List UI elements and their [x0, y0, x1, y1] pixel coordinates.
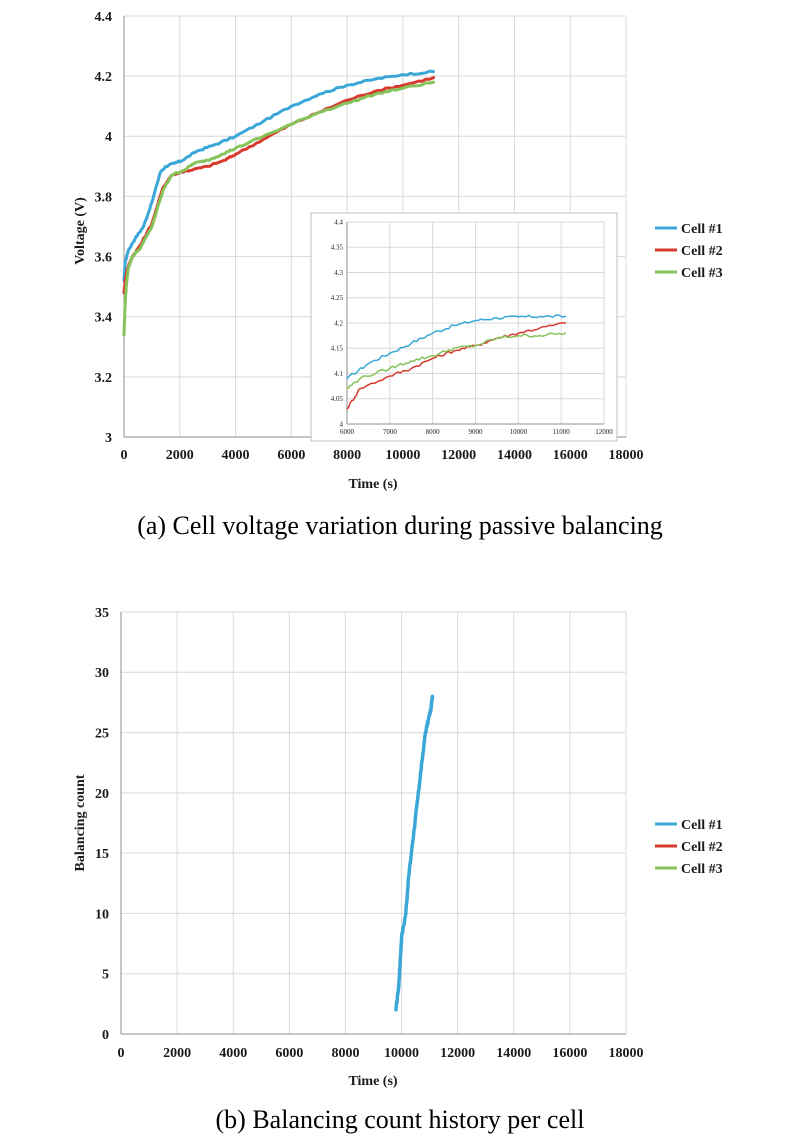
- voltage-y-tick-labels: 3 3.2 3.4 3.6 3.8 4 4.2 4.4: [95, 10, 113, 446]
- legend-label-cell-1: Cell #1: [681, 818, 723, 833]
- count-gridlines: [120, 611, 627, 1035]
- y-tick-label: 4.35: [331, 244, 344, 252]
- voltage-inset-chart: 6000 7000 8000 9000 10000 11000 12000 4 4.05 4.1…: [310, 212, 618, 442]
- y-tick-label: 30: [95, 666, 109, 681]
- count-y-label: Balancing count: [73, 774, 88, 871]
- y-tick-label: 4.4: [334, 218, 343, 226]
- x-tick-label: 9000: [469, 428, 484, 436]
- inset-line-cell-1: [346, 314, 567, 380]
- legend-label-cell-2: Cell #2: [681, 840, 723, 855]
- x-tick-label: 18000: [609, 448, 644, 463]
- balancing-count-chart: 0 2000 4000 6000 8000 10000 12000 14000 16000 180…: [73, 606, 723, 1134]
- y-tick-label: 4.2: [334, 319, 343, 327]
- y-tick-label: 20: [95, 787, 109, 802]
- x-tick-label: 7000: [383, 428, 398, 436]
- count-caption: (b) Balancing count history per cell: [216, 1105, 585, 1134]
- count-x-tick-labels: 0 2000 4000 6000 8000 10000 12000 14000 16000 180…: [118, 1046, 644, 1061]
- y-tick-label: 4: [105, 130, 112, 145]
- legend-label-cell-1: Cell #1: [681, 222, 723, 237]
- x-tick-label: 11000: [553, 428, 571, 436]
- x-tick-label: 12000: [440, 1046, 475, 1061]
- y-tick-label: 4.15: [331, 345, 344, 353]
- count-y-tick-labels: 0 5 10 15 20 25 30 35: [95, 606, 109, 1043]
- voltage-series: [122, 69, 436, 337]
- inset-x-tick-labels: 6000 7000 8000 9000 10000 11000 12000: [340, 428, 613, 436]
- x-tick-label: 8000: [331, 1046, 359, 1061]
- x-tick-label: 16000: [552, 1046, 587, 1061]
- y-tick-label: 3.6: [95, 250, 113, 265]
- legend-label-cell-3: Cell #3: [681, 266, 723, 281]
- y-tick-label: 4.25: [331, 294, 344, 302]
- y-tick-label: 4.2: [95, 70, 113, 85]
- x-tick-label: 0: [121, 448, 128, 463]
- y-tick-label: 4.05: [331, 395, 344, 403]
- y-tick-label: 4.4: [95, 10, 113, 25]
- x-tick-label: 14000: [497, 448, 532, 463]
- x-tick-label: 6000: [340, 428, 355, 436]
- x-tick-label: 8000: [333, 448, 361, 463]
- inset-line-cell-2: [346, 322, 567, 410]
- voltage-caption: (a) Cell voltage variation during passiv…: [137, 511, 663, 540]
- voltage-line-cell-3: [122, 80, 436, 337]
- inset-frame: [310, 212, 618, 442]
- count-x-label: Time (s): [348, 1074, 397, 1089]
- voltage-y-label: Voltage (V): [73, 197, 88, 265]
- y-tick-label: 3: [105, 431, 112, 446]
- x-tick-label: 10000: [385, 448, 420, 463]
- y-tick-label: 5: [102, 968, 109, 983]
- inset-series: [346, 314, 567, 410]
- inset-y-tick-labels: 4 4.05 4.1 4.15 4.2 4.25 4.3 4.35 4.4: [331, 218, 344, 428]
- y-tick-label: 4.3: [334, 269, 343, 277]
- x-tick-label: 4000: [222, 448, 250, 463]
- x-tick-label: 6000: [275, 1046, 303, 1061]
- voltage-legend: Cell #1 Cell #2 Cell #3: [655, 222, 723, 281]
- y-tick-label: 3.4: [95, 311, 113, 326]
- legend-label-cell-3: Cell #3: [681, 862, 723, 877]
- x-tick-label: 10000: [510, 428, 528, 436]
- voltage-x-tick-labels: 0 2000 4000 6000 8000 10000 12000 14000 16000 180…: [121, 448, 644, 463]
- x-tick-label: 16000: [553, 448, 588, 463]
- x-tick-label: 12000: [595, 428, 613, 436]
- y-tick-label: 3.2: [95, 371, 113, 386]
- legend-label-cell-2: Cell #2: [681, 244, 723, 259]
- count-line-cell-1: [394, 694, 435, 1012]
- x-tick-label: 6000: [277, 448, 305, 463]
- y-tick-label: 4: [340, 420, 344, 428]
- x-tick-label: 2000: [166, 448, 194, 463]
- inset-line-cell-3: [346, 332, 567, 390]
- x-tick-label: 14000: [496, 1046, 531, 1061]
- voltage-x-label: Time (s): [348, 477, 397, 492]
- x-tick-label: 12000: [441, 448, 476, 463]
- count-series: [394, 694, 435, 1012]
- y-tick-label: 10: [95, 907, 109, 922]
- x-tick-label: 4000: [219, 1046, 247, 1061]
- y-tick-label: 0: [102, 1028, 109, 1043]
- voltage-line-cell-1: [122, 69, 436, 283]
- x-tick-label: 0: [118, 1046, 125, 1061]
- inset-gridlines: [346, 221, 605, 425]
- count-legend: Cell #1 Cell #2 Cell #3: [655, 818, 723, 877]
- voltage-chart: 0 2000 4000 6000 8000 10000 12000 14000 16000 180…: [73, 10, 723, 540]
- y-tick-label: 15: [95, 847, 109, 862]
- y-tick-label: 3.8: [95, 190, 113, 205]
- y-tick-label: 4.1: [334, 370, 343, 378]
- x-tick-label: 10000: [384, 1046, 419, 1061]
- y-tick-label: 35: [95, 606, 109, 621]
- x-tick-label: 2000: [163, 1046, 191, 1061]
- x-tick-label: 8000: [426, 428, 441, 436]
- y-tick-label: 25: [95, 726, 109, 741]
- x-tick-label: 18000: [609, 1046, 644, 1061]
